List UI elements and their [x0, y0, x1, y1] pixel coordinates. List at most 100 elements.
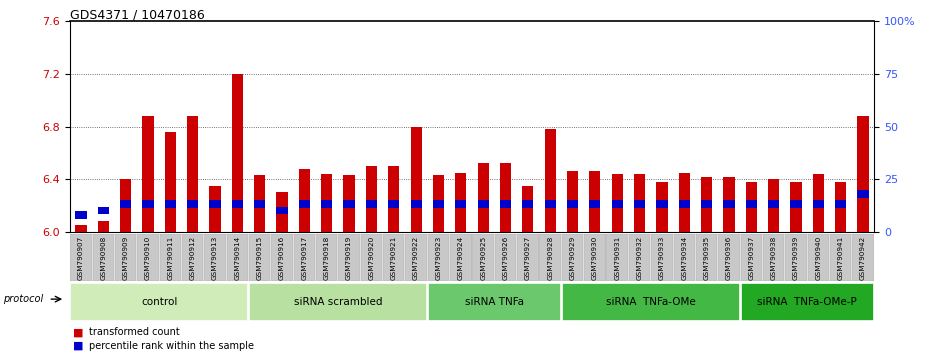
Bar	[606, 234, 628, 281]
Text: GSM790924: GSM790924	[458, 235, 464, 280]
Text: GSM790922: GSM790922	[413, 235, 419, 280]
Text: GSM790918: GSM790918	[324, 235, 330, 280]
Bar	[98, 221, 109, 232]
Bar	[432, 175, 444, 232]
Bar	[696, 234, 717, 281]
Bar	[227, 234, 248, 281]
Bar	[254, 200, 265, 208]
Bar	[361, 234, 382, 281]
Bar	[857, 116, 869, 232]
Bar	[254, 175, 265, 232]
Text: ■: ■	[73, 341, 83, 350]
Bar	[478, 164, 489, 232]
Bar	[339, 234, 360, 281]
Bar	[187, 116, 198, 232]
Bar	[410, 200, 421, 208]
Bar	[388, 166, 399, 232]
Bar	[517, 234, 538, 281]
Bar	[500, 164, 512, 232]
Text: GSM790930: GSM790930	[591, 235, 598, 280]
Bar	[790, 182, 802, 232]
Bar	[299, 169, 310, 232]
Text: transformed count: transformed count	[89, 327, 180, 337]
Bar	[746, 200, 757, 208]
Bar	[388, 200, 399, 208]
Bar	[835, 200, 846, 208]
Bar	[523, 186, 534, 232]
Bar	[450, 234, 472, 281]
Bar	[160, 234, 181, 281]
Bar	[93, 234, 114, 281]
Bar	[763, 234, 784, 281]
Text: GSM790917: GSM790917	[301, 235, 308, 280]
Bar	[590, 171, 601, 232]
Bar	[545, 129, 556, 232]
Bar	[75, 211, 86, 219]
Text: GSM790928: GSM790928	[547, 235, 553, 280]
Bar	[679, 200, 690, 208]
Bar	[634, 200, 645, 208]
Text: GSM790908: GSM790908	[100, 235, 106, 280]
Bar	[562, 283, 739, 320]
Bar	[365, 166, 377, 232]
Bar	[120, 200, 131, 208]
Bar	[249, 234, 271, 281]
Bar	[567, 171, 578, 232]
Bar	[790, 200, 802, 208]
Text: GSM790935: GSM790935	[704, 235, 710, 280]
Text: percentile rank within the sample: percentile rank within the sample	[89, 341, 254, 350]
Bar	[634, 174, 645, 232]
Bar	[590, 200, 601, 208]
Text: GSM790925: GSM790925	[480, 235, 486, 280]
Text: GSM790915: GSM790915	[257, 235, 262, 280]
Bar	[701, 177, 712, 232]
Bar	[724, 200, 735, 208]
Bar	[500, 200, 512, 208]
Text: siRNA TNFa: siRNA TNFa	[465, 297, 524, 307]
Bar	[343, 175, 354, 232]
Bar	[383, 234, 405, 281]
Bar	[584, 234, 605, 281]
Bar	[142, 116, 153, 232]
Bar	[629, 234, 650, 281]
Text: siRNA  TNFa-OMe: siRNA TNFa-OMe	[605, 297, 696, 307]
Bar	[724, 177, 735, 232]
Text: GSM790940: GSM790940	[816, 235, 821, 280]
Bar	[70, 283, 248, 320]
Text: GSM790931: GSM790931	[614, 235, 620, 280]
Text: GSM790926: GSM790926	[502, 235, 509, 280]
Text: GSM790907: GSM790907	[78, 235, 84, 280]
Bar	[768, 179, 779, 232]
Bar	[740, 283, 874, 320]
Bar	[495, 234, 516, 281]
Bar	[316, 234, 338, 281]
Text: GSM790933: GSM790933	[659, 235, 665, 280]
Bar	[657, 200, 668, 208]
Text: GSM790921: GSM790921	[391, 235, 397, 280]
Bar	[294, 234, 315, 281]
Bar	[432, 200, 444, 208]
Bar	[472, 234, 494, 281]
Bar	[321, 200, 332, 208]
Bar	[343, 200, 354, 208]
Bar	[182, 234, 204, 281]
Bar	[120, 179, 131, 232]
Bar	[478, 200, 489, 208]
Bar	[142, 200, 153, 208]
Bar	[428, 234, 449, 281]
Bar	[785, 234, 806, 281]
Bar	[807, 234, 829, 281]
Bar	[612, 174, 623, 232]
Text: GSM790929: GSM790929	[569, 235, 576, 280]
Bar	[249, 283, 427, 320]
Bar	[857, 190, 869, 198]
Bar	[428, 283, 561, 320]
Text: GSM790912: GSM790912	[190, 235, 195, 280]
Bar	[701, 200, 712, 208]
Text: GSM790942: GSM790942	[860, 235, 866, 280]
Text: GSM790937: GSM790937	[749, 235, 754, 280]
Bar	[830, 234, 851, 281]
Text: GSM790936: GSM790936	[726, 235, 732, 280]
Bar	[272, 234, 293, 281]
Text: GSM790934: GSM790934	[682, 235, 687, 280]
